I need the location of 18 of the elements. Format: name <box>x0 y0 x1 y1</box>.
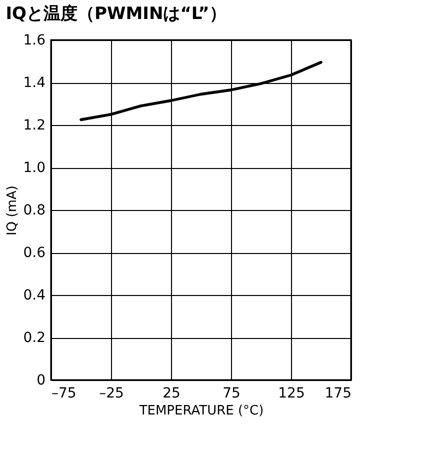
y-tick-label: 1.0 <box>23 160 46 176</box>
y-tick-label: 1.4 <box>23 75 46 91</box>
y-tick-label: 0.8 <box>23 202 46 218</box>
y-tick-label: 0.2 <box>23 330 46 346</box>
y-tick-label: 0.4 <box>23 288 46 304</box>
x-axis-title: TEMPERATURE (°C) <box>138 404 264 418</box>
x-tick-label: 25 <box>162 386 180 402</box>
x-tick-label: 125 <box>278 386 305 402</box>
chart-title: IQと温度（PWMINは“L”） <box>6 4 226 24</box>
y-tick-label: 1.2 <box>23 118 46 134</box>
x-tick-label: 175 <box>324 386 352 402</box>
x-tick-label: 75 <box>222 386 240 402</box>
x-tick-label: –25 <box>99 386 124 402</box>
y-tick-label: 0.6 <box>23 245 46 261</box>
y-tick-label: 0 <box>36 372 46 388</box>
y-tick-label: 1.6 <box>23 32 46 48</box>
y-axis-title: IQ (mA) <box>5 186 20 236</box>
x-tick-label: –75 <box>52 386 76 402</box>
